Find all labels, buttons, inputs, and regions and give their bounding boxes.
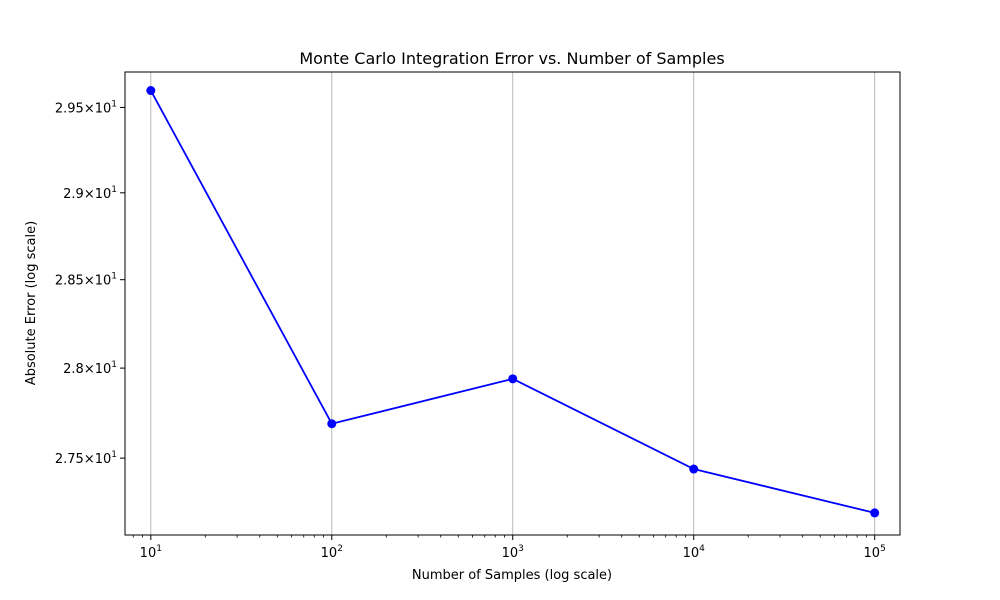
grid-lines	[150, 72, 876, 535]
y-axis-ticks: 2.75×101 2.8×101 2.85×101 2.9×101 2.95×101	[55, 99, 125, 467]
chart-title: Monte Carlo Integration Error vs. Number…	[299, 49, 724, 68]
y-tick-label: 2.8×101	[63, 360, 117, 377]
y-tick-label: 2.9×101	[63, 185, 117, 202]
x-tick-label: 102	[321, 544, 343, 561]
x-tick-label: 105	[864, 544, 886, 561]
x-tick-label: 103	[502, 544, 524, 561]
y-axis-label: Absolute Error (log scale)	[24, 221, 39, 385]
x-axis-label: Number of Samples (log scale)	[412, 568, 612, 583]
series-layer	[146, 86, 880, 518]
data-point	[508, 374, 518, 384]
data-point	[689, 464, 699, 474]
y-tick-label: 2.85×101	[55, 272, 117, 289]
y-tick-label: 2.95×101	[55, 99, 117, 116]
x-axis-ticks: 101 102 103 104 105	[140, 535, 886, 561]
y-tick-label: 2.75×101	[55, 450, 117, 467]
data-point	[870, 508, 880, 518]
x-tick-label: 101	[140, 544, 162, 561]
x-tick-label: 104	[683, 544, 706, 561]
data-point	[327, 419, 337, 429]
plot-frame	[124, 71, 901, 536]
data-point	[146, 86, 156, 96]
